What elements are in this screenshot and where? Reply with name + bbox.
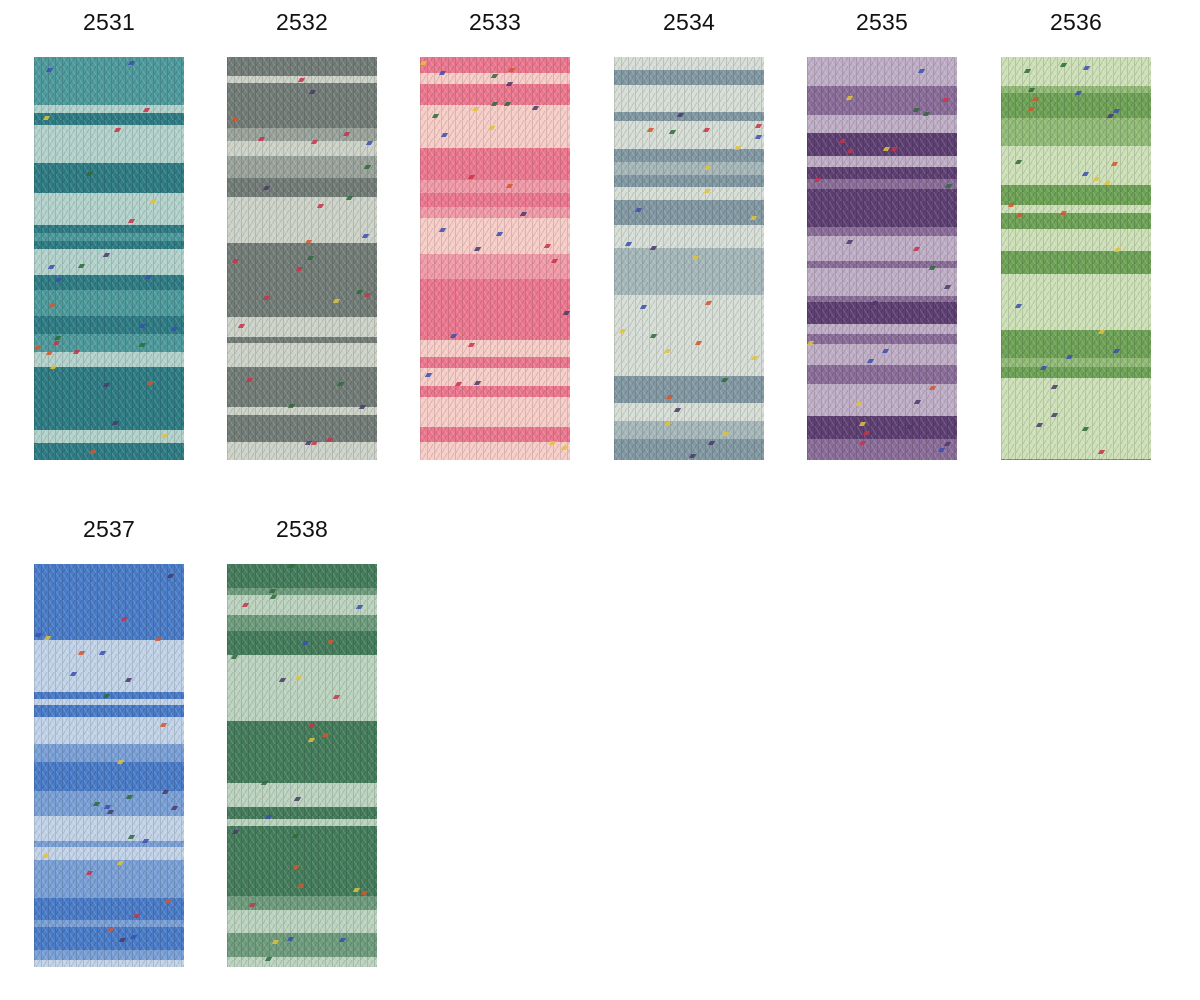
swatch-card-2531[interactable]: 2531 xyxy=(34,9,184,460)
knit-texture xyxy=(420,57,570,460)
swatch-card-2538[interactable]: 2538 xyxy=(227,516,377,967)
knit-texture xyxy=(227,57,377,460)
swatch-card-2534[interactable]: 2534 xyxy=(614,9,764,460)
yarn-swatch-image xyxy=(227,57,377,460)
swatch-card-2537[interactable]: 2537 xyxy=(34,516,184,967)
knit-texture xyxy=(227,57,377,460)
swatch-code-label: 2533 xyxy=(469,9,521,35)
swatch-code-label: 2535 xyxy=(856,9,908,35)
swatch-code-label: 2534 xyxy=(663,9,715,35)
knit-texture xyxy=(614,57,764,460)
swatch-card-2532[interactable]: 2532 xyxy=(227,9,377,460)
knit-texture xyxy=(34,564,184,967)
swatch-card-2533[interactable]: 2533 xyxy=(420,9,570,460)
knit-texture xyxy=(227,564,377,967)
yarn-swatch-image xyxy=(1001,57,1151,460)
knit-texture xyxy=(34,57,184,460)
swatch-card-2535[interactable]: 2535 xyxy=(807,9,957,460)
swatch-code-label: 2532 xyxy=(276,9,328,35)
knit-texture xyxy=(807,57,957,460)
yarn-swatch-image xyxy=(807,57,957,460)
swatch-code-label: 2531 xyxy=(83,9,135,35)
swatch-code-label: 2537 xyxy=(83,516,135,542)
knit-texture xyxy=(614,57,764,460)
knit-texture xyxy=(420,57,570,460)
knit-texture xyxy=(34,564,184,967)
knit-texture xyxy=(1001,57,1151,460)
knit-texture xyxy=(227,564,377,967)
yarn-swatch-image xyxy=(34,564,184,967)
knit-texture xyxy=(807,57,957,460)
swatch-code-label: 2538 xyxy=(276,516,328,542)
swatch-card-2536[interactable]: 2536 xyxy=(1001,9,1151,460)
knit-texture xyxy=(34,57,184,460)
swatch-code-label: 2536 xyxy=(1050,9,1102,35)
yarn-swatch-image xyxy=(614,57,764,460)
knit-texture xyxy=(1001,57,1151,460)
yarn-swatch-image xyxy=(227,564,377,967)
yarn-swatch-image xyxy=(420,57,570,460)
yarn-swatch-image xyxy=(34,57,184,460)
